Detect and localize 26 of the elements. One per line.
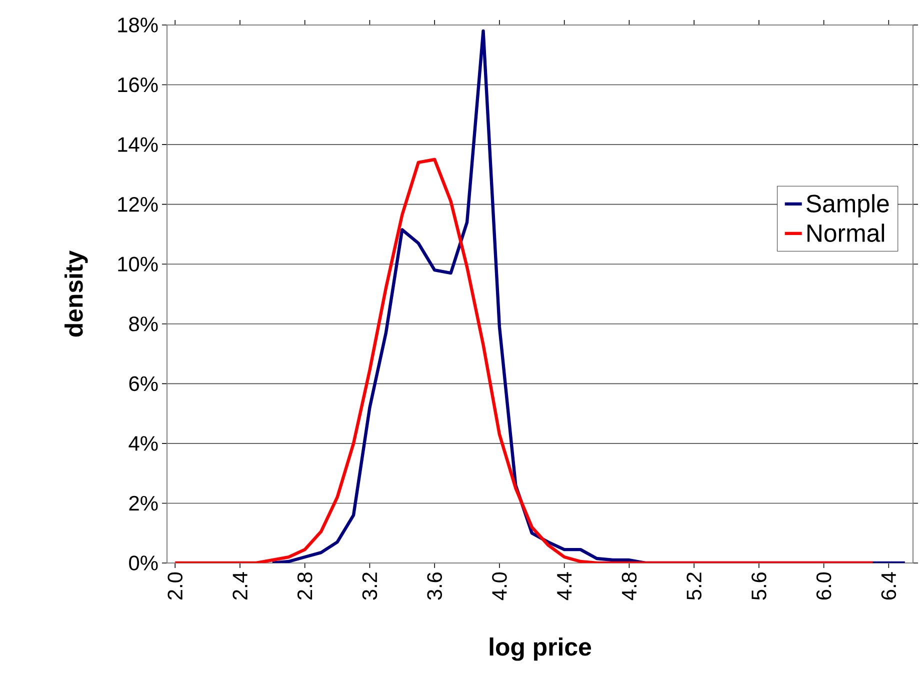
x-tick-label: 4.4 — [557, 572, 572, 600]
legend-label: Sample — [806, 194, 889, 218]
x-tick-label: 4.8 — [622, 572, 637, 600]
y-tick-label: 18% — [118, 18, 158, 32]
x-tick-label: 3.6 — [427, 572, 442, 600]
x-tick-label: 6.0 — [816, 572, 832, 600]
y-tick-label: 0% — [129, 556, 158, 570]
y-tick-label: 14% — [118, 137, 158, 152]
legend-label: Normal — [807, 224, 884, 242]
y-tick-label: 4% — [128, 436, 158, 451]
y-tick-label: 2% — [129, 496, 158, 511]
x-tick-label: 2.4 — [232, 572, 248, 600]
y-tick-label: 10% — [118, 256, 158, 272]
x-tick-label: 2.0 — [168, 572, 183, 600]
y-tick-label: 8% — [129, 316, 158, 332]
x-tick-label: 5.2 — [686, 572, 702, 600]
y-tick-label: 12% — [118, 196, 158, 212]
y-tick-label: 16% — [118, 77, 158, 92]
x-tick-label: 6.4 — [881, 572, 896, 600]
x-tick-label: 5.6 — [752, 572, 766, 600]
y-axis-title: density — [64, 250, 88, 337]
x-tick-label: 3.2 — [362, 572, 378, 600]
y-tick-label: 6% — [129, 376, 158, 392]
x-tick-label: 2.8 — [297, 572, 312, 600]
x-tick-label: 4.0 — [492, 572, 507, 600]
x-axis-title: log price — [490, 637, 592, 661]
